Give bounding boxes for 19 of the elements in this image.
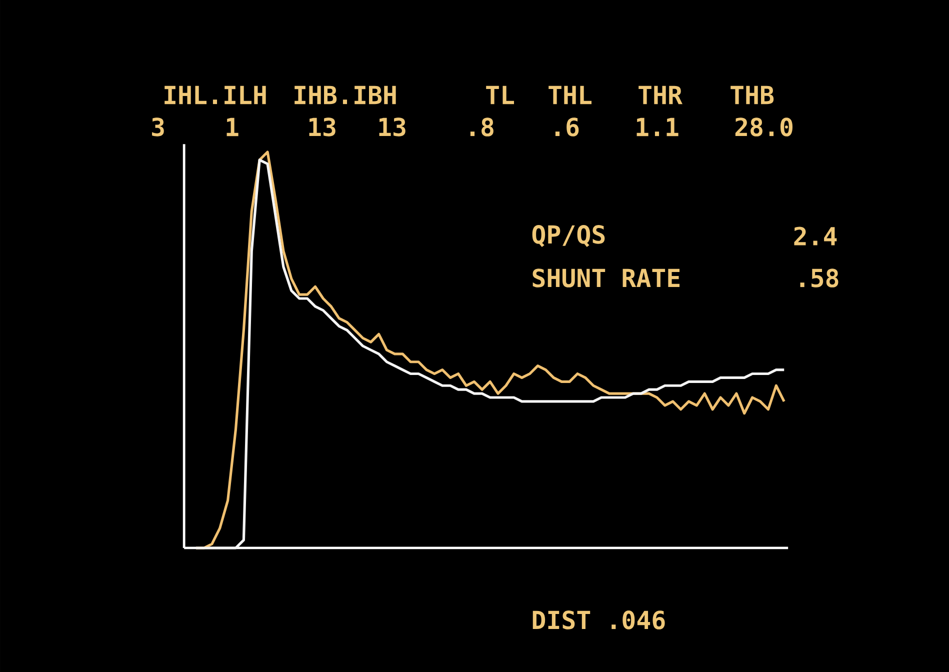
text: 3 (152, 118, 164, 136)
text: .8 (470, 118, 494, 136)
text: 1 (226, 118, 238, 136)
text: IHB.IBH (294, 86, 396, 104)
text: THB (730, 86, 774, 104)
text: 1.1 (636, 118, 678, 136)
text: 13 (379, 118, 406, 136)
text: 28.0 (735, 118, 792, 136)
text: THR (638, 86, 682, 104)
text: IHL.ILH (164, 86, 266, 104)
text: .58 (800, 268, 838, 288)
annotation: SHUNT RATE (532, 268, 680, 288)
text: 13 (309, 118, 336, 136)
annotation: QP/QS (532, 225, 605, 247)
text: THL (548, 86, 592, 104)
text: TL (486, 86, 514, 104)
text: 2.4 (794, 226, 837, 246)
text: DIST .046 (532, 610, 665, 630)
text: .6 (555, 118, 579, 136)
